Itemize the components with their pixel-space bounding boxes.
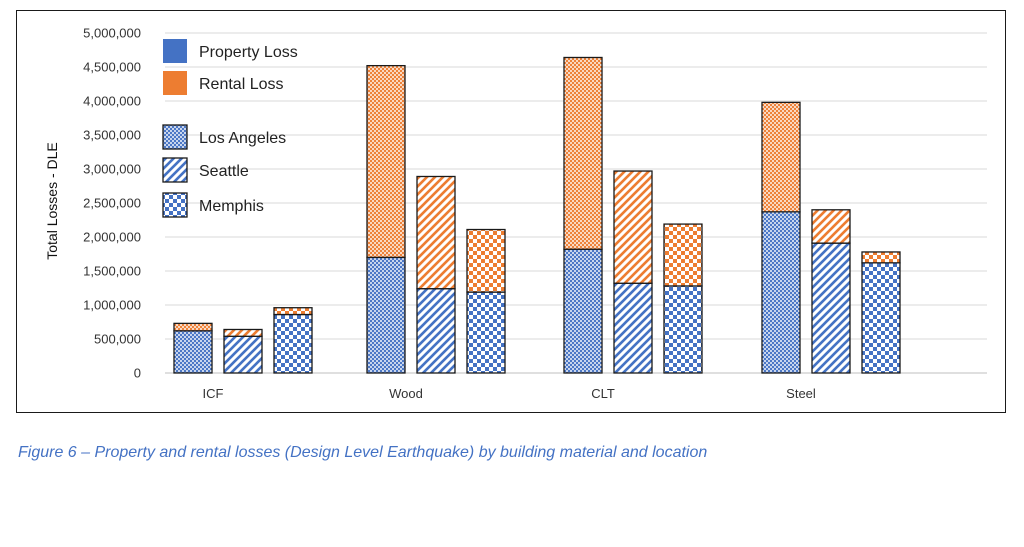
bar-icf-los-angeles-property-loss bbox=[173, 330, 213, 374]
bar-clt-memphis-property-loss bbox=[663, 285, 703, 374]
legend-swatch bbox=[163, 39, 187, 63]
y-tick-label: 1,500,000 bbox=[83, 264, 141, 279]
y-tick-label: 3,500,000 bbox=[83, 128, 141, 143]
legend-label: Memphis bbox=[199, 198, 264, 215]
y-tick-label: 5,000,000 bbox=[83, 26, 141, 41]
legend-swatch bbox=[162, 124, 188, 150]
bar-steel-los-angeles-property-loss bbox=[761, 211, 801, 374]
y-tick-label: 4,500,000 bbox=[83, 60, 141, 75]
bar-icf-memphis-rental-loss bbox=[273, 307, 313, 316]
y-tick-label: 3,000,000 bbox=[83, 162, 141, 177]
bar-icf-memphis-property-loss bbox=[273, 313, 313, 374]
legend-label: Property Loss bbox=[199, 44, 298, 61]
bar-icf-seattle-rental-loss bbox=[223, 328, 263, 337]
bar-clt-seattle-property-loss bbox=[613, 282, 653, 374]
x-category-label: CLT bbox=[591, 386, 615, 401]
bar-steel-memphis-rental-loss bbox=[861, 251, 901, 264]
bar-wood-seattle-rental-loss bbox=[416, 175, 456, 290]
figure-caption: Figure 6 – Property and rental losses (D… bbox=[18, 444, 708, 461]
bar-steel-los-angeles-rental-loss bbox=[761, 101, 801, 213]
chart-svg: 0 500,000 1,000,000 1,500,000 2,000,000 2,500… bbox=[44, 26, 987, 402]
bar-wood-los-angeles-property-loss bbox=[366, 256, 406, 374]
x-category-label: ICF bbox=[203, 386, 224, 401]
legend-label: Rental Loss bbox=[199, 76, 284, 93]
bar-icf-los-angeles-rental-loss bbox=[173, 322, 213, 332]
legend-swatch bbox=[162, 157, 188, 183]
bar-wood-memphis-rental-loss bbox=[466, 228, 506, 293]
x-category-label: Steel bbox=[786, 386, 816, 401]
y-tick-label: 2,000,000 bbox=[83, 230, 141, 245]
axis-layer: 0 500,000 1,000,000 1,500,000 2,000,000 2,500… bbox=[83, 26, 816, 402]
legend-swatch bbox=[163, 71, 187, 95]
bar-clt-los-angeles-rental-loss bbox=[563, 56, 603, 250]
x-category-label: Wood bbox=[389, 386, 423, 401]
legend-label: Seattle bbox=[199, 163, 249, 180]
bar-clt-memphis-rental-loss bbox=[663, 223, 703, 287]
bar-wood-seattle-property-loss bbox=[416, 288, 456, 374]
bar-wood-memphis-property-loss bbox=[466, 291, 506, 374]
bar-clt-los-angeles-property-loss bbox=[563, 248, 603, 374]
bar-clt-seattle-rental-loss bbox=[613, 170, 653, 284]
y-tick-label: 1,000,000 bbox=[83, 298, 141, 313]
y-tick-label: 2,500,000 bbox=[83, 196, 141, 211]
bar-icf-seattle-property-loss bbox=[223, 335, 263, 374]
y-axis-title: Total Losses - DLE bbox=[44, 142, 60, 260]
chart-frame: 0 500,000 1,000,000 1,500,000 2,000,000 2,500… bbox=[16, 10, 1006, 413]
bar-steel-seattle-rental-loss bbox=[811, 209, 851, 244]
bar-wood-los-angeles-rental-loss bbox=[366, 64, 406, 259]
bars-layer bbox=[173, 56, 901, 374]
bar-steel-seattle-property-loss bbox=[811, 242, 851, 374]
y-tick-label: 4,000,000 bbox=[83, 94, 141, 109]
legend: Property Loss Rental Loss Los Angeles Seatt… bbox=[162, 39, 298, 218]
bar-steel-memphis-property-loss bbox=[861, 262, 901, 374]
y-tick-label: 500,000 bbox=[94, 332, 141, 347]
y-tick-label: 0 bbox=[134, 366, 141, 381]
legend-label: Los Angeles bbox=[199, 130, 286, 147]
legend-swatch bbox=[162, 192, 188, 218]
